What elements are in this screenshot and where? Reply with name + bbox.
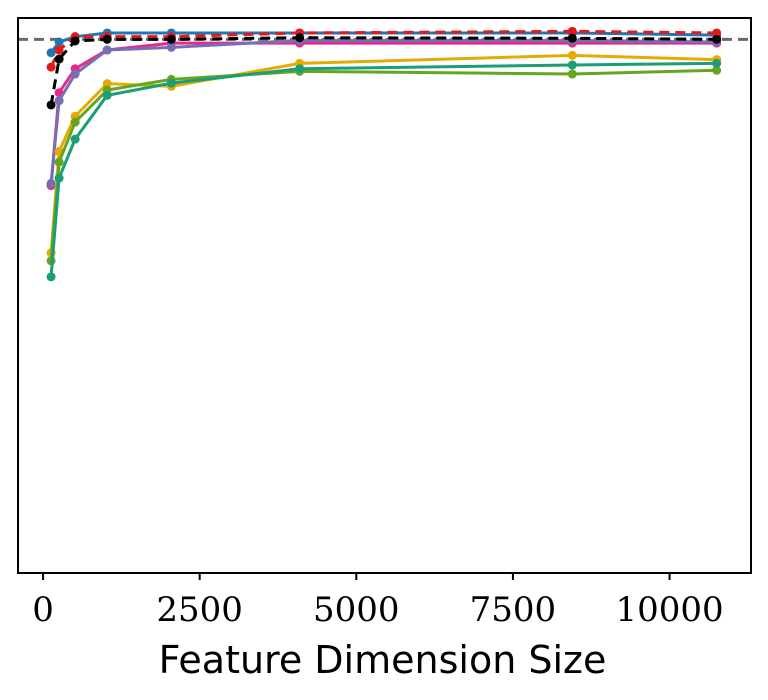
series-8-point-4 [102, 90, 112, 100]
series-2-point-2 [54, 45, 64, 55]
series-8-point-3 [70, 134, 80, 144]
x-tick-label-4: 7500 [470, 590, 557, 630]
series-3-point-3 [70, 36, 80, 46]
series-8-point-5 [166, 78, 176, 88]
series-6-line [49, 53, 717, 253]
series-7-point-7 [567, 69, 577, 79]
series-7-point-2 [54, 157, 64, 167]
series-3-point-7 [567, 33, 577, 43]
series-2-point-1 [46, 62, 56, 72]
series-8-point-8 [712, 58, 722, 68]
x-tick-label-5: 10000 [615, 590, 723, 630]
series-8-point-1 [46, 272, 56, 282]
series-5-point-4 [102, 45, 112, 55]
series-3-point-6 [295, 33, 305, 43]
series-8-point-6 [295, 64, 305, 74]
series-5-line [49, 38, 717, 184]
series-1-point-2 [54, 37, 64, 47]
series-7 [46, 65, 722, 266]
series-3-point-4 [102, 34, 112, 44]
plot-marks [18, 26, 751, 282]
series-5-point-2 [54, 96, 64, 106]
series-3-point-2 [54, 54, 64, 64]
series-8-point-2 [54, 173, 64, 183]
x-tick-label-1: 0 [32, 590, 54, 630]
series-8 [46, 58, 722, 282]
series-8-line [49, 61, 717, 277]
series-2-point-7 [567, 26, 577, 36]
series-3-point-8 [712, 34, 722, 44]
x-axis-label: Feature Dimension Size [159, 638, 607, 682]
x-tick-label-2: 2500 [156, 590, 243, 630]
series-6-point-4 [102, 79, 112, 89]
x-tick-label-3: 5000 [313, 590, 400, 630]
series-5-point-1 [46, 178, 56, 188]
series-2-point-8 [712, 28, 722, 38]
series-6-point-7 [567, 50, 577, 60]
series-3-point-1 [46, 100, 56, 110]
series-8-point-7 [567, 60, 577, 70]
x-axis-ticks: 0 2500 5000 7500 10000 [32, 573, 724, 630]
series-5-point-3 [70, 69, 80, 79]
series-1-point-1 [46, 48, 56, 58]
plot-frame [17, 17, 752, 574]
series-7-point-8 [712, 65, 722, 75]
series-7-line [49, 68, 717, 261]
series-5 [46, 35, 722, 188]
series-3-point-5 [166, 34, 176, 44]
series-5-point-5 [166, 42, 176, 52]
series-3 [46, 33, 722, 110]
series-4-line [49, 41, 717, 186]
series-7-point-3 [70, 117, 80, 127]
